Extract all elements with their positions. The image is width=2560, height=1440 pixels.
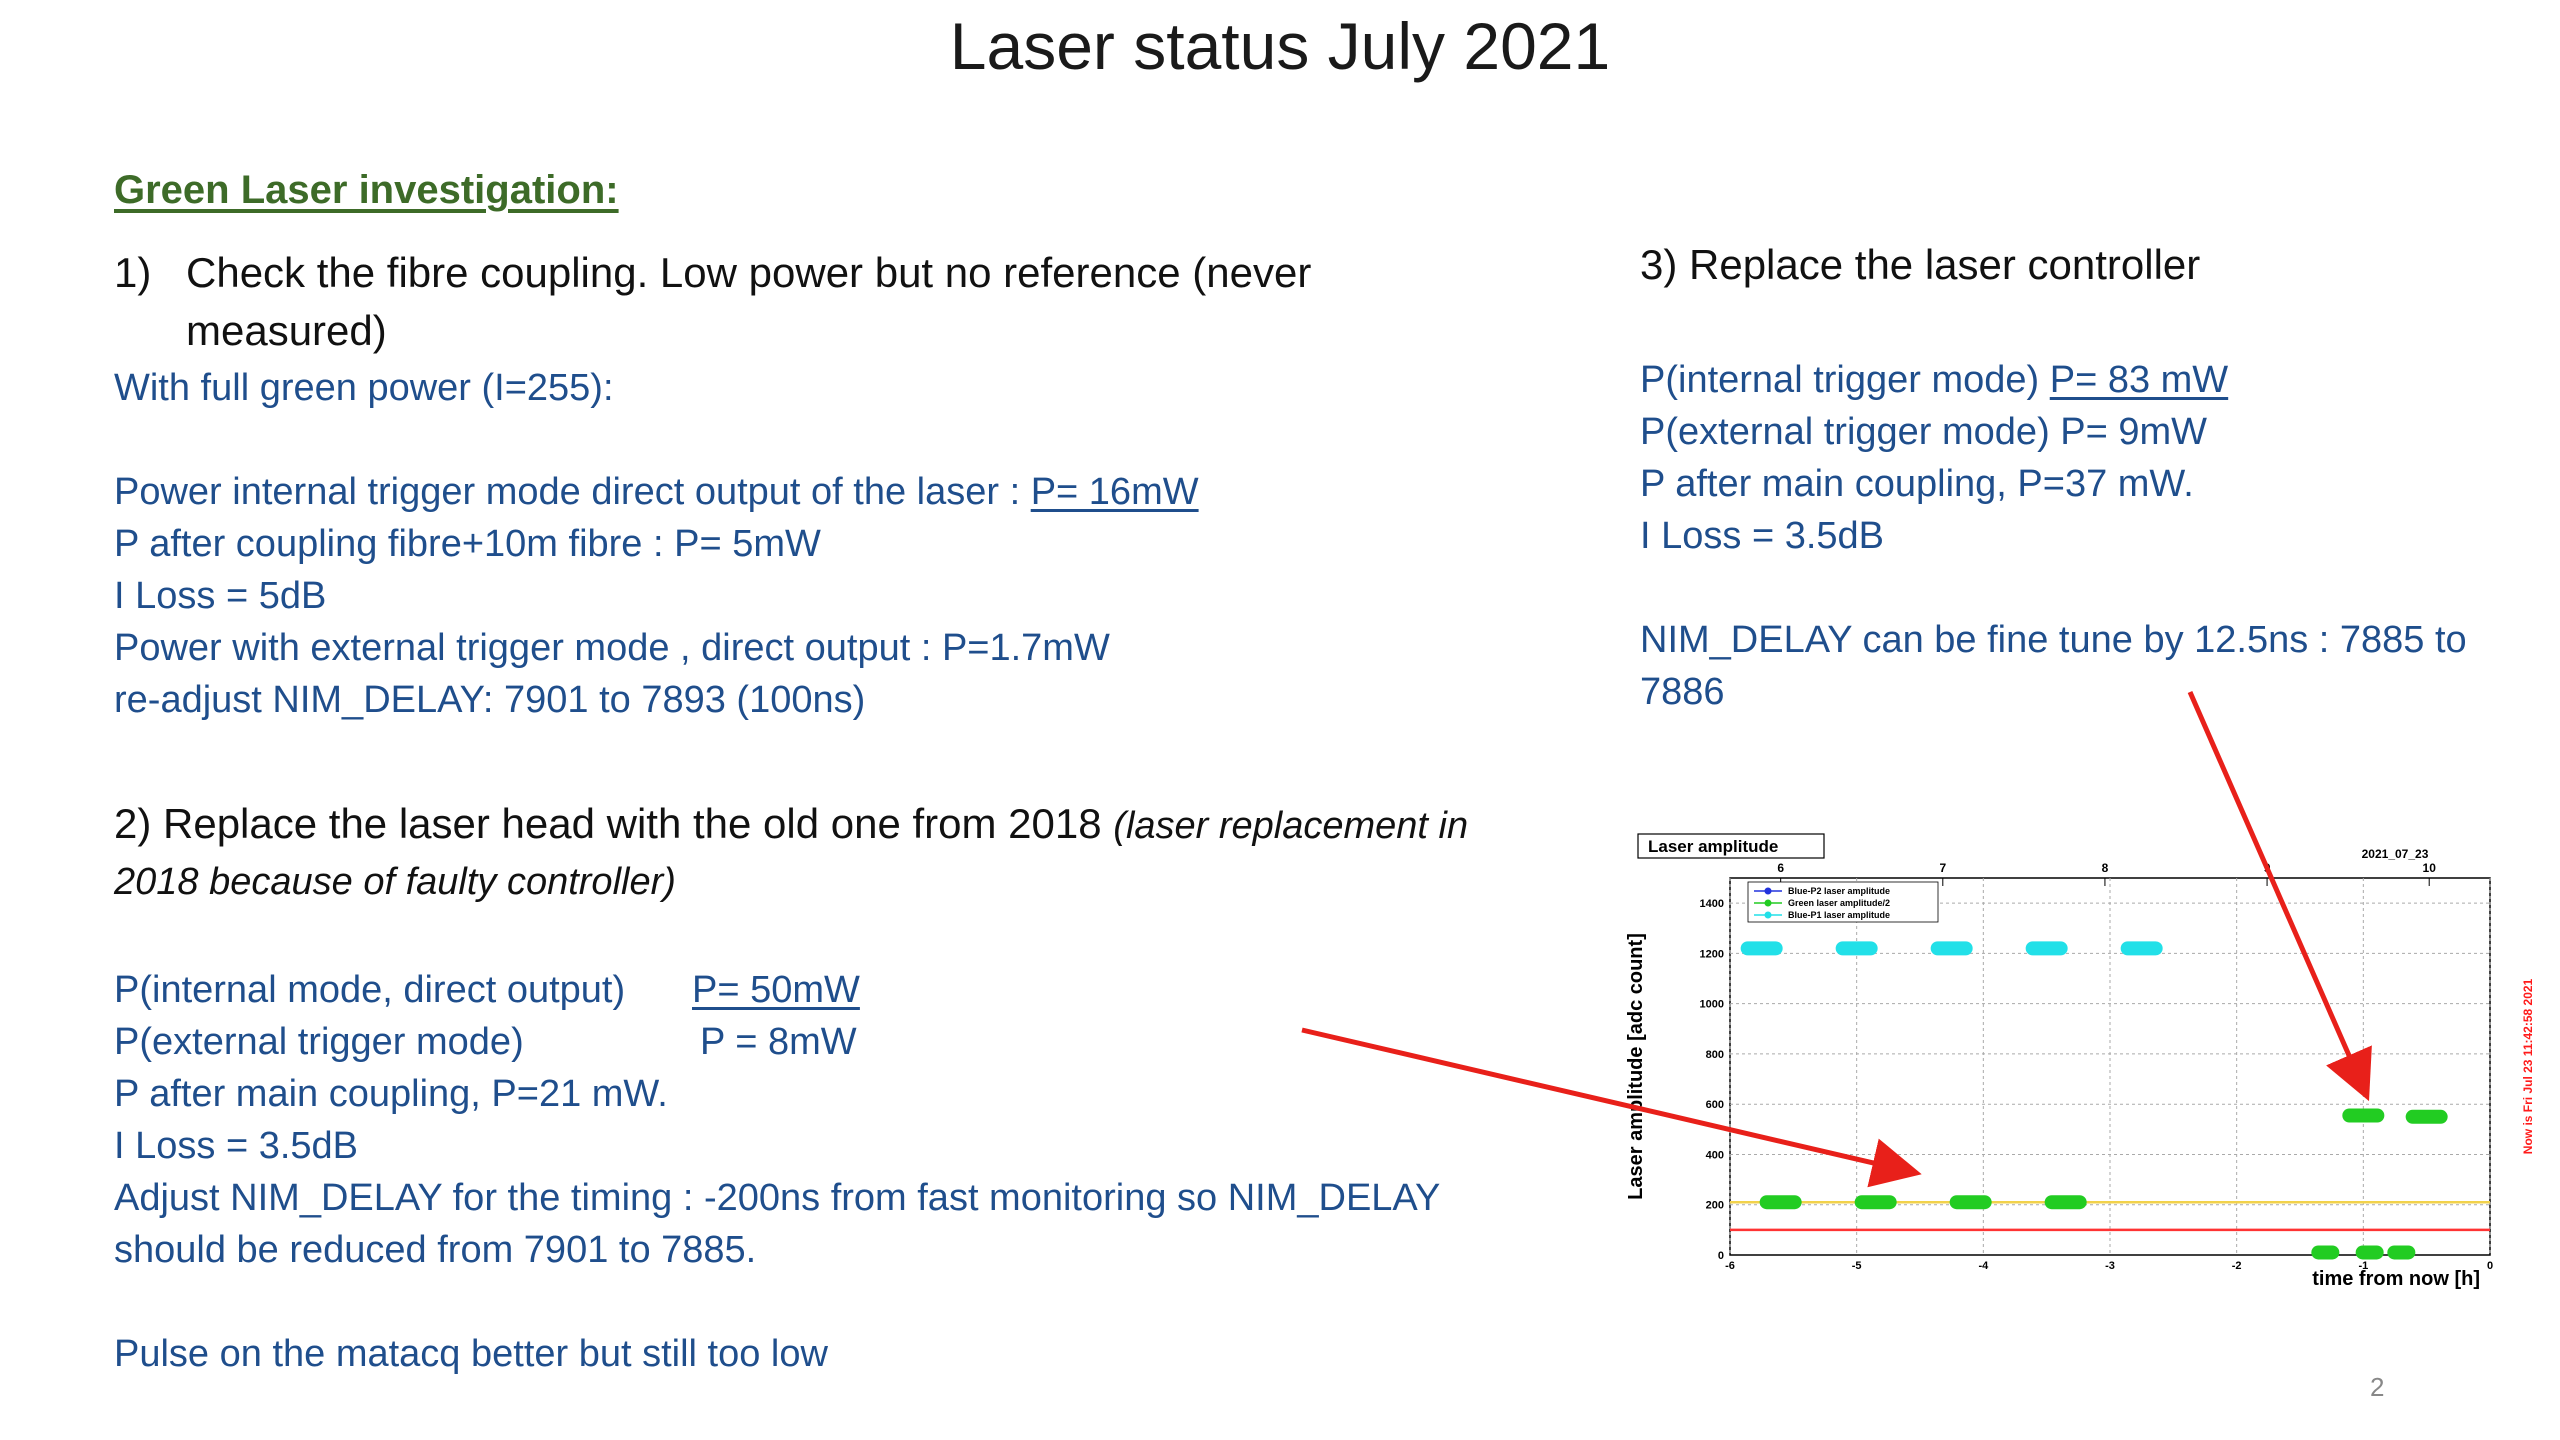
- x-axis-title: time from now [h]: [2312, 1268, 2480, 1290]
- x-tick-label: -3: [2105, 1260, 2115, 1272]
- data-cluster: [2025, 941, 2068, 956]
- arrow-to-green-points: [1301, 1027, 1922, 1188]
- q4-line: I Loss = 3.5dB: [114, 1125, 358, 1167]
- arrow-to-new-controller-points: [2187, 690, 2372, 1102]
- item-1-number: 1): [114, 249, 152, 296]
- top-tick-label: 6: [1777, 861, 1784, 875]
- q2-line: P(external trigger mode) P = 8mW: [114, 1016, 1614, 1068]
- data-cluster: [2405, 1109, 2448, 1124]
- item-1: 1) Check the fibre coupling. Low power bu…: [114, 244, 1514, 360]
- legend-marker: [1764, 887, 1772, 895]
- item-3: 3) Replace the laser controller: [1640, 241, 2201, 288]
- x-tick-label: -4: [1978, 1260, 1989, 1272]
- item-1-details: With full green power (I=255): Power int…: [114, 362, 1514, 726]
- p1-line: Power internal trigger mode direct outpu…: [114, 466, 1514, 518]
- q7-line: Pulse on the matacq better but still too…: [114, 1333, 828, 1375]
- data-cluster: [1740, 941, 1783, 956]
- r1-label: P(internal trigger mode): [1640, 359, 2050, 401]
- top-tick-label: 10: [2423, 861, 2437, 875]
- x-tick-label: -6: [1725, 1260, 1735, 1272]
- data-cluster: [1835, 941, 1878, 956]
- page-number: 2: [2370, 1372, 2385, 1402]
- q1-value: P= 50mW: [692, 969, 860, 1011]
- r1-value: P= 83 mW: [2049, 359, 2229, 401]
- data-cluster: [2311, 1245, 2340, 1260]
- top-tick-label: 7: [1939, 861, 1946, 875]
- q5-line: Adjust NIM_DELAY for the timing : -200ns…: [114, 1177, 1441, 1219]
- r4-line: I Loss = 3.5dB: [1640, 515, 1884, 557]
- r3-line: P after main coupling, P=37 mW.: [1640, 463, 2194, 505]
- data-cluster: [2120, 941, 2163, 956]
- item-2: 2) Replace the laser head with the old o…: [114, 796, 1614, 910]
- data-cluster: [2044, 1195, 2087, 1210]
- data-cluster: [2355, 1245, 2384, 1260]
- timestamp-label: Now is Fri Jul 23 11:42:58 2021: [2521, 978, 2535, 1154]
- q2-value: P = 8mW: [700, 1021, 857, 1063]
- data-cluster: [1759, 1195, 1802, 1210]
- section-heading: Green Laser investigation:: [114, 168, 619, 212]
- r6-line: 7886: [1640, 671, 1725, 713]
- chart-title-box: [1637, 833, 1825, 859]
- y-axis-title: Laser amplitude [adc count]: [1625, 933, 1647, 1200]
- item-3-details: P(internal trigger mode) P= 83 mW P(exte…: [1640, 354, 2540, 718]
- x-tick-label: -1: [2358, 1260, 2368, 1272]
- page-title: Laser status July 2021: [949, 9, 1611, 83]
- y-tick-label: 200: [1706, 1200, 1724, 1212]
- q1-label: P(internal mode, direct output): [114, 969, 626, 1011]
- item-2-main: 2) Replace the laser head with the old o…: [114, 800, 1114, 847]
- date-label: 2021_07_23: [2362, 847, 2429, 861]
- item-2-italic-1: (laser replacement in: [1113, 805, 1469, 847]
- p3-line: I Loss = 5dB: [114, 575, 327, 617]
- r2-line: P(external trigger mode) P= 9mW: [1640, 411, 2208, 453]
- y-tick-label: 0: [1718, 1250, 1724, 1262]
- item-1-line1: Check the fibre coupling. Low power but …: [186, 249, 1312, 296]
- item-1-subtitle: With full green power (I=255):: [114, 367, 614, 409]
- p5-line: re-adjust NIM_DELAY: 7901 to 7893 (100ns…: [114, 679, 866, 721]
- p1-value: P= 16mW: [1030, 471, 1199, 513]
- y-tick-label: 1400: [1700, 898, 1724, 910]
- y-tick-label: 800: [1706, 1049, 1724, 1061]
- y-tick-label: 600: [1706, 1099, 1724, 1111]
- legend-marker: [1764, 911, 1772, 919]
- q2-label: P(external trigger mode): [114, 1021, 524, 1063]
- y-tick-label: 1000: [1700, 999, 1724, 1011]
- data-cluster: [1930, 941, 1973, 956]
- q3-line: P after main coupling, P=21 mW.: [114, 1073, 668, 1115]
- chart-title: Laser amplitude: [1648, 837, 1778, 856]
- legend-entry: Blue-P1 laser amplitude: [1788, 910, 1890, 920]
- data-cluster: [1949, 1195, 1992, 1210]
- p2-line: P after coupling fibre+10m fibre : P= 5m…: [114, 523, 821, 565]
- p4-line: Power with external trigger mode , direc…: [114, 627, 1110, 669]
- item-1-line2: measured): [186, 307, 387, 354]
- item-2-italic-2: 2018 because of faulty controller): [114, 861, 676, 903]
- x-tick-label: 0: [2487, 1260, 2493, 1272]
- r5-line: NIM_DELAY can be fine tune by 12.5ns : 7…: [1640, 619, 2467, 661]
- x-tick-label: -5: [1852, 1260, 1862, 1272]
- y-tick-label: 400: [1706, 1149, 1724, 1161]
- legend-marker: [1764, 899, 1772, 907]
- top-tick-label: 8: [2102, 861, 2109, 875]
- r1-line: P(internal trigger mode) P= 83 mW: [1640, 354, 2540, 406]
- item-2-details: P(internal mode, direct output) P= 50mW P…: [114, 964, 1614, 1380]
- legend-entry: Green laser amplitude/2: [1788, 898, 1890, 908]
- q6-line: should be reduced from 7901 to 7885.: [114, 1229, 757, 1271]
- y-tick-label: 1200: [1700, 948, 1724, 960]
- q1-line: P(internal mode, direct output) P= 50mW: [114, 964, 1614, 1016]
- x-tick-label: -2: [2232, 1260, 2242, 1272]
- data-cluster: [1854, 1195, 1897, 1210]
- p1-label: Power internal trigger mode direct outpu…: [114, 471, 1031, 513]
- data-cluster: [2387, 1245, 2416, 1260]
- legend-entry: Blue-P2 laser amplitude: [1788, 886, 1890, 896]
- data-cluster: [2342, 1108, 2385, 1123]
